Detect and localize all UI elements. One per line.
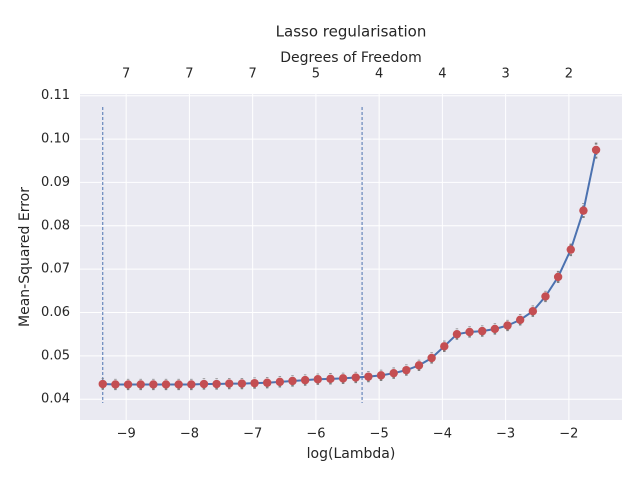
data-point — [136, 380, 145, 389]
data-point — [338, 374, 348, 383]
y-axis-label: Mean-Squared Error — [17, 187, 33, 327]
x-tick-label: −9 — [117, 427, 136, 442]
data-point — [300, 375, 310, 385]
data-point — [326, 374, 335, 384]
top-tick-label: 5 — [312, 67, 320, 82]
data-point — [351, 373, 360, 382]
data-point — [566, 245, 575, 254]
x-tick-label: −3 — [496, 427, 515, 442]
data-point — [528, 306, 538, 316]
data-point — [553, 272, 563, 282]
data-point — [402, 365, 411, 375]
data-point — [250, 378, 259, 388]
data-point — [452, 329, 462, 339]
data-point — [414, 361, 424, 370]
data-point — [389, 368, 398, 378]
data-point — [225, 379, 234, 388]
data-point — [490, 324, 500, 334]
y-tick-label: 0.07 — [41, 262, 70, 277]
data-point — [123, 380, 133, 389]
data-point — [515, 315, 525, 325]
y-tick-label: 0.11 — [41, 88, 70, 103]
data-point — [364, 372, 373, 381]
top-tick-label: 7 — [249, 67, 257, 82]
top-tick-label: 7 — [185, 67, 193, 82]
data-point — [541, 292, 550, 301]
data-point — [313, 375, 322, 384]
top-tick-label: 2 — [565, 67, 573, 82]
x-tick-label: −8 — [180, 427, 199, 442]
data-point — [440, 342, 449, 351]
data-point — [376, 371, 386, 380]
top-tick-label: 4 — [375, 67, 383, 82]
data-point — [478, 326, 487, 336]
x-tick-label: −4 — [433, 427, 452, 442]
data-point — [187, 380, 196, 389]
data-point — [503, 321, 512, 330]
mse-line — [102, 149, 598, 386]
x-tick-label: −7 — [243, 427, 262, 442]
data-point — [111, 380, 120, 389]
data-point — [212, 379, 221, 389]
top-tick-label: 4 — [438, 67, 446, 82]
data-point — [465, 327, 474, 337]
x-tick-label: −2 — [559, 427, 578, 442]
y-tick-label: 0.09 — [41, 175, 70, 190]
data-point — [579, 206, 588, 215]
data-point — [174, 380, 183, 389]
y-tick-label: 0.06 — [41, 305, 70, 320]
x-axis-label: log(Lambda) — [307, 446, 396, 462]
data-point — [98, 379, 107, 389]
y-tick-label: 0.10 — [41, 132, 70, 147]
y-tick-label: 0.04 — [41, 392, 70, 407]
x-tick-label: −6 — [306, 427, 325, 442]
top-axis-label: Degrees of Freedom — [280, 50, 421, 66]
data-point — [237, 379, 247, 388]
data-point — [275, 377, 285, 387]
data-point — [199, 379, 209, 389]
x-tick-label: −5 — [370, 427, 389, 442]
top-tick-label: 3 — [501, 67, 509, 82]
chart-title: Lasso regularisation — [276, 23, 427, 41]
y-tick-label: 0.05 — [41, 348, 70, 363]
data-point — [288, 376, 297, 386]
data-point — [591, 145, 601, 155]
data-point — [427, 353, 436, 363]
top-tick-label: 7 — [122, 67, 130, 82]
data-point — [161, 380, 171, 389]
plot-background — [80, 94, 622, 420]
data-point — [149, 380, 158, 389]
y-tick-label: 0.08 — [41, 218, 70, 233]
data-point — [263, 378, 272, 387]
